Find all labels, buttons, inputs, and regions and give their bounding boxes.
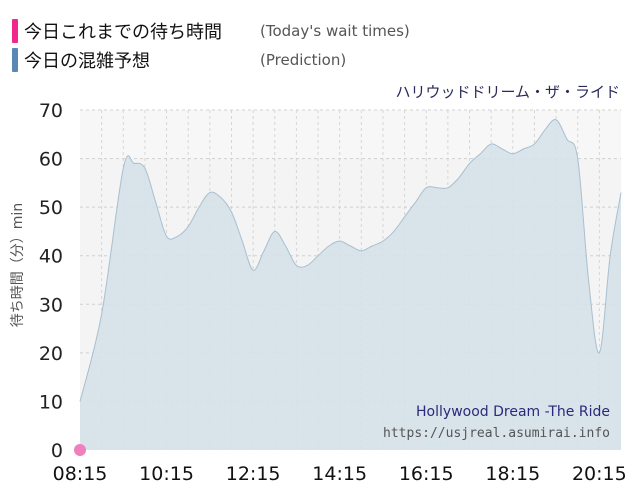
legend-today: 今日これまでの待ち時間 (Today's wait times)	[12, 18, 410, 44]
prediction-area	[80, 119, 621, 450]
y-tick-label: 60	[39, 149, 63, 171]
x-tick-label: 16:15	[399, 463, 454, 485]
y-tick-label: 20	[39, 343, 63, 365]
legend-prediction-swatch	[12, 48, 18, 72]
legend-today-swatch	[12, 19, 18, 43]
y-tick-label: 0	[51, 440, 63, 462]
y-tick-label: 50	[39, 197, 63, 219]
today-points	[74, 444, 86, 456]
watermark-title: Hollywood Dream -The Ride	[416, 404, 610, 420]
today-point	[74, 444, 86, 456]
x-tick-labels: 08:15 10:15 12:15 14:15 16:15 18:15 20:15	[53, 463, 627, 485]
x-tick-label: 12:15	[226, 463, 281, 485]
legend-prediction: 今日の混雑予想 (Prediction)	[12, 47, 346, 73]
y-tick-label: 40	[39, 246, 63, 268]
y-tick-label: 70	[39, 100, 63, 122]
x-tick-label: 18:15	[485, 463, 540, 485]
y-tick-label: 30	[39, 294, 63, 316]
legend-today-sublabel: (Today's wait times)	[260, 22, 410, 40]
x-tick-label: 10:15	[139, 463, 194, 485]
watermark-url: https://usjreal.asumirai.info	[383, 426, 610, 441]
legend-prediction-label: 今日の混雑予想	[24, 51, 150, 72]
prediction-line	[79, 119, 622, 402]
y-tick-label: 10	[39, 391, 63, 413]
attraction-title: ハリウッドドリーム・ザ・ライド	[395, 83, 620, 101]
x-tick-label: 20:15	[572, 463, 627, 485]
y-axis-label: 待ち時間（分）min	[10, 203, 26, 327]
x-tick-label: 08:15	[53, 463, 108, 485]
legend-prediction-sublabel: (Prediction)	[260, 51, 347, 69]
legend-today-label: 今日これまでの待ち時間	[24, 22, 222, 43]
x-tick-label: 14:15	[312, 463, 367, 485]
y-tick-labels: 0 10 20 30 40 50 60 70	[39, 100, 63, 462]
